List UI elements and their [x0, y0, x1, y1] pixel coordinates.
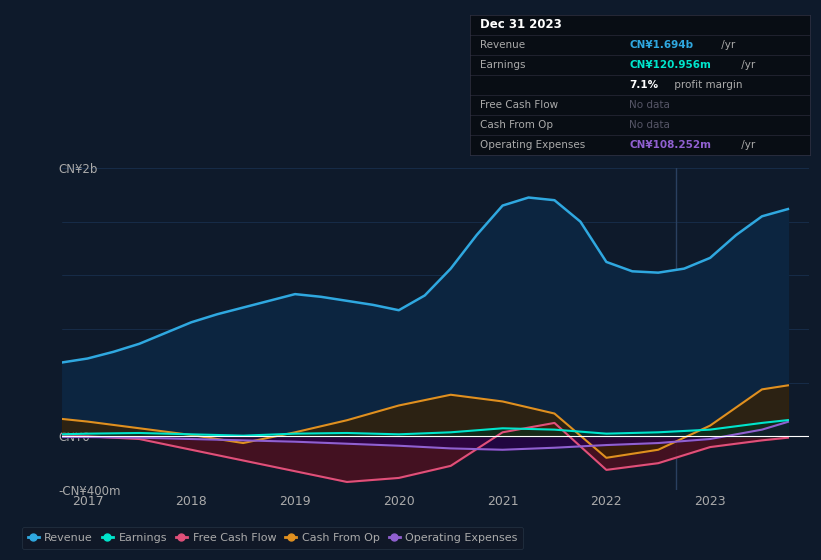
Legend: Revenue, Earnings, Free Cash Flow, Cash From Op, Operating Expenses: Revenue, Earnings, Free Cash Flow, Cash … [22, 527, 523, 549]
Text: /yr: /yr [718, 40, 736, 50]
Text: CN¥1.694b: CN¥1.694b [630, 40, 694, 50]
Text: Dec 31 2023: Dec 31 2023 [479, 18, 562, 31]
Text: /yr: /yr [737, 140, 754, 150]
Text: CN¥120.956m: CN¥120.956m [630, 60, 711, 70]
Text: No data: No data [630, 120, 670, 130]
Text: Operating Expenses: Operating Expenses [479, 140, 585, 150]
Text: CN¥108.252m: CN¥108.252m [630, 140, 712, 150]
Text: Revenue: Revenue [479, 40, 525, 50]
Text: No data: No data [630, 100, 670, 110]
Text: 7.1%: 7.1% [630, 80, 658, 90]
Text: profit margin: profit margin [671, 80, 742, 90]
Text: Free Cash Flow: Free Cash Flow [479, 100, 558, 110]
Text: Earnings: Earnings [479, 60, 525, 70]
Text: Cash From Op: Cash From Op [479, 120, 553, 130]
Text: /yr: /yr [737, 60, 754, 70]
